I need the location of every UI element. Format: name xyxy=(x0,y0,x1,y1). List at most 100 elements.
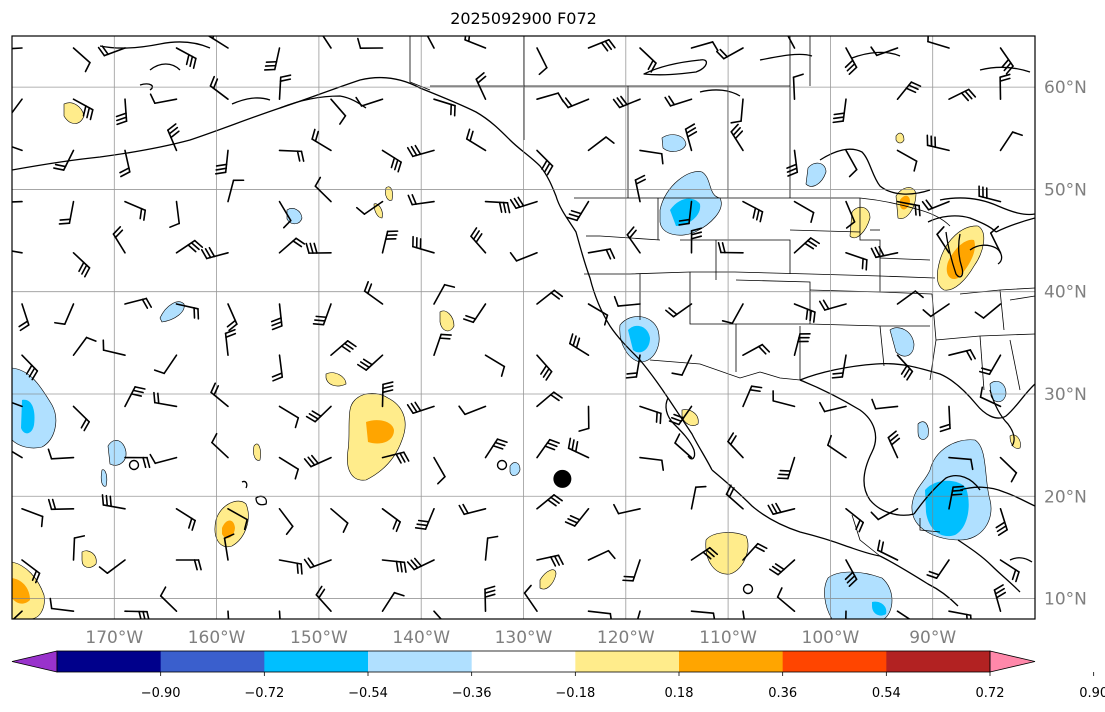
wind-barb xyxy=(315,585,332,613)
wind-barb xyxy=(381,559,407,573)
wind-barb xyxy=(671,354,693,376)
negative-anomaly-area xyxy=(661,134,687,152)
wind-barb xyxy=(433,456,446,485)
wind-barb xyxy=(845,507,865,533)
wind-barb xyxy=(407,194,435,206)
wind-barb xyxy=(381,591,405,613)
wind-barb xyxy=(742,610,745,619)
negative-anomaly-core xyxy=(21,399,35,434)
wind-barb xyxy=(484,535,499,561)
wind-barb xyxy=(870,507,899,521)
wind-barb xyxy=(948,456,974,471)
wind-barb xyxy=(278,456,300,480)
wind-barb xyxy=(844,47,858,76)
wind-barb xyxy=(311,128,332,152)
longitude-tick-label: 150°W xyxy=(290,628,348,648)
wind-barb xyxy=(678,200,693,226)
wind-barb xyxy=(484,438,508,459)
wind-barb xyxy=(484,585,496,613)
wind-barb xyxy=(47,498,75,511)
wind-barb xyxy=(278,507,294,536)
wind-barb xyxy=(98,559,126,574)
wind-barb xyxy=(948,610,972,619)
wind-barb xyxy=(464,36,487,49)
wind-barb xyxy=(978,185,1002,203)
wind-barb xyxy=(622,559,641,582)
negative-anomaly-core xyxy=(670,198,701,226)
wind-barb xyxy=(536,354,553,381)
wind-barb xyxy=(566,200,590,222)
wind-barb xyxy=(587,549,616,561)
wind-barb xyxy=(12,200,23,203)
positive-anomaly-area xyxy=(539,569,557,590)
wind-barb xyxy=(845,252,868,271)
colorbar-tick-label: 0.54 xyxy=(872,686,901,701)
positive-anomaly-area xyxy=(895,132,905,144)
wind-barb xyxy=(936,226,950,254)
wind-barb xyxy=(767,502,796,516)
wind-barb xyxy=(993,584,1007,613)
longitude-tick-label: 120°W xyxy=(597,628,655,648)
positive-anomaly-core xyxy=(12,578,30,604)
wind-barb xyxy=(175,559,202,571)
wind-barb xyxy=(989,225,1002,254)
negative-anomaly-area xyxy=(509,462,521,476)
wind-barb xyxy=(536,92,565,103)
wind-barb xyxy=(124,456,151,469)
wind-barb xyxy=(72,535,86,561)
wind-barb xyxy=(159,586,178,613)
wind-barb xyxy=(53,149,75,171)
colorbar-tick-label: −0.72 xyxy=(244,686,284,701)
wind-barb xyxy=(776,587,796,613)
colorbar-frame xyxy=(56,650,991,673)
wind-barb xyxy=(305,242,332,254)
wind-barb xyxy=(271,354,284,382)
wind-barb xyxy=(12,145,23,152)
map-title: 2025092900 F072 xyxy=(450,9,597,28)
wind-barb xyxy=(664,95,693,107)
wind-barb xyxy=(896,354,914,381)
wind-barb xyxy=(363,281,384,305)
wind-barb xyxy=(717,241,744,254)
wind-barb xyxy=(406,557,435,571)
wind-barb xyxy=(818,299,847,311)
wind-barb xyxy=(458,503,487,516)
wind-barb xyxy=(626,226,641,254)
wind-barb xyxy=(690,41,719,52)
wind-barb xyxy=(426,36,435,49)
wind-barb xyxy=(636,610,641,619)
wind-barb xyxy=(845,610,847,619)
longitude-tick-label: 170°W xyxy=(85,628,143,648)
wind-barb xyxy=(169,200,181,228)
wind-barb xyxy=(974,303,1002,319)
colorbar-tick-label: −0.54 xyxy=(348,686,388,701)
wind-barb xyxy=(536,149,554,176)
wind-barb xyxy=(926,134,950,152)
negative-anomaly-area xyxy=(100,469,108,487)
positive-anomaly-core xyxy=(222,520,235,539)
latitude-tick-label: 30°N xyxy=(1044,385,1087,405)
wind-barb xyxy=(102,339,126,357)
wind-barb xyxy=(200,246,229,260)
wind-barb xyxy=(226,303,238,332)
wind-barb xyxy=(587,303,609,326)
wind-barb xyxy=(278,200,292,229)
wind-barb xyxy=(12,401,23,408)
colorbar-tick-label: 0.72 xyxy=(976,686,1005,701)
wind-barb xyxy=(124,610,150,619)
wind-barb xyxy=(786,149,799,177)
wind-barb xyxy=(47,448,75,460)
wind-barb xyxy=(175,239,204,254)
colorbar-bin xyxy=(886,651,991,672)
wind-barbs xyxy=(12,36,1023,619)
wind-barb xyxy=(999,73,1011,100)
colorbar-tick-label: −0.18 xyxy=(555,686,595,701)
wind-barb xyxy=(948,485,964,510)
wind-barb xyxy=(330,340,357,357)
colorbar-bin xyxy=(368,651,473,672)
wind-barb xyxy=(730,123,744,152)
wind-barb xyxy=(149,453,178,465)
wind-barb xyxy=(381,230,399,254)
wind-barb xyxy=(355,96,384,107)
wind-barb xyxy=(12,98,23,115)
